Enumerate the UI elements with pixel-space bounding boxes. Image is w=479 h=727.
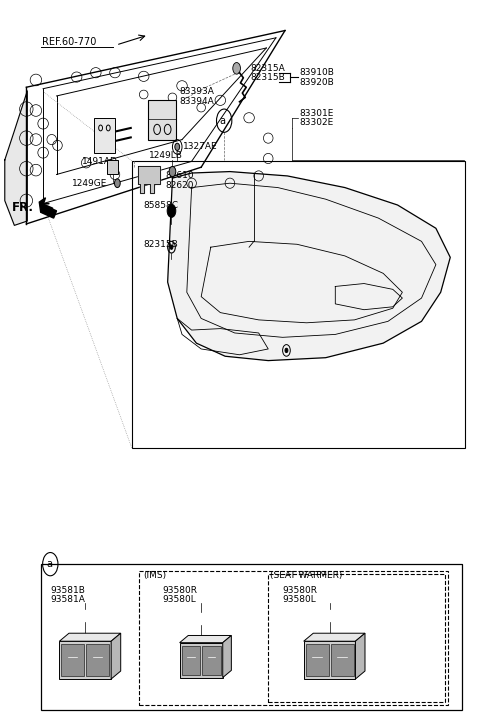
Bar [202,646,221,675]
Bar [268,574,445,702]
Text: 93580L: 93580L [163,595,196,604]
Polygon shape [111,633,121,679]
Bar [61,644,84,676]
Circle shape [170,245,173,249]
Text: 1249LB: 1249LB [148,151,182,160]
Text: 83301E: 83301E [300,109,334,118]
Circle shape [169,166,176,177]
Text: 83302E: 83302E [300,119,334,127]
Circle shape [233,63,240,74]
Polygon shape [180,635,231,643]
Circle shape [175,143,180,150]
Text: FR.: FR. [12,201,34,214]
Text: 82610: 82610 [165,172,194,180]
Polygon shape [168,172,450,361]
Text: 93581A: 93581A [50,595,85,604]
Polygon shape [180,643,223,678]
Text: 82315B: 82315B [251,73,285,82]
Bar [182,646,200,675]
Bar [86,644,109,676]
Bar [148,100,176,140]
Polygon shape [138,166,160,193]
Bar [331,644,354,676]
Text: 93580R: 93580R [283,586,318,595]
Text: 85858C: 85858C [144,201,179,209]
Circle shape [114,179,120,188]
Text: (IMS): (IMS) [144,571,167,580]
Text: 1327AE: 1327AE [183,142,217,151]
Polygon shape [59,641,111,679]
Text: 82315B: 82315B [144,240,179,249]
Polygon shape [355,633,365,679]
Text: 1249GE: 1249GE [72,179,107,188]
Polygon shape [59,633,121,641]
Text: a: a [46,559,52,569]
Bar [94,118,115,153]
Text: 1491AD: 1491AD [82,157,118,166]
Bar [132,161,465,448]
Text: REF.60-770: REF.60-770 [42,37,97,47]
Circle shape [285,348,288,353]
Polygon shape [304,641,355,679]
Text: 83394A: 83394A [180,97,215,105]
Text: 93580R: 93580R [163,586,198,595]
Text: a: a [220,116,226,126]
Polygon shape [223,635,231,678]
Text: 82620: 82620 [165,181,194,190]
Text: (SEAT WARMER): (SEAT WARMER) [270,571,342,580]
Text: 83393A: 83393A [180,87,215,96]
Bar [139,571,448,705]
Bar [306,644,329,676]
Text: 83910B: 83910B [299,68,334,77]
Text: 93580L: 93580L [283,595,316,604]
Text: 83920B: 83920B [299,78,334,87]
Text: 93581B: 93581B [50,586,85,595]
Bar [41,564,462,710]
Circle shape [167,204,176,217]
Bar [107,160,118,174]
Polygon shape [304,633,365,641]
Polygon shape [5,91,27,225]
Text: 82315A: 82315A [251,64,285,73]
Polygon shape [39,198,57,218]
